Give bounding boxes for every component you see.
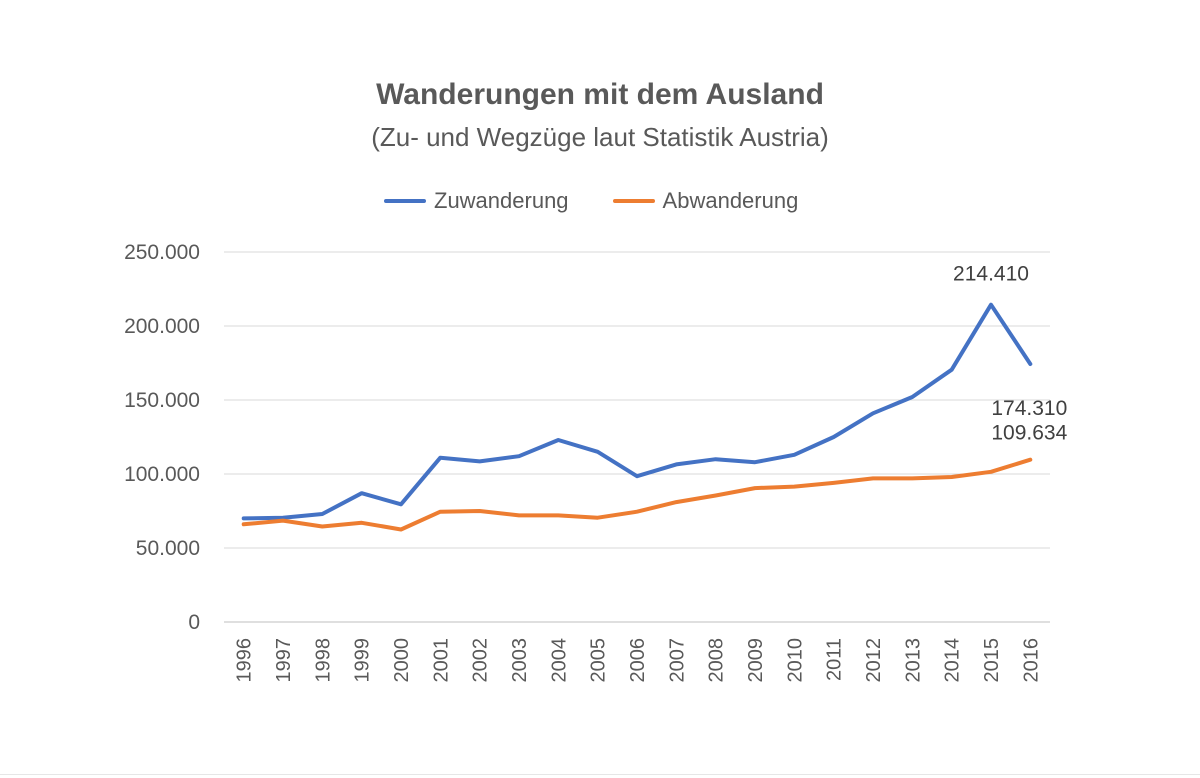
data-point-abwanderung <box>950 475 954 479</box>
y-tick-label: 150.000 <box>124 389 200 412</box>
data-point-abwanderung <box>674 500 678 504</box>
x-tick-label: 1998 <box>312 638 334 683</box>
data-point-zuwanderung <box>674 462 678 466</box>
y-tick-label: 50.000 <box>136 537 200 560</box>
x-tick-label: 2010 <box>784 638 806 683</box>
data-point-abwanderung <box>753 486 757 490</box>
series-line-abwanderung <box>241 457 1033 532</box>
data-point-zuwanderung <box>320 512 324 516</box>
x-tick-label: 2011 <box>824 638 846 681</box>
legend-swatch-abwanderung <box>612 199 655 203</box>
data-point-zuwanderung <box>517 454 521 458</box>
data-point-abwanderung <box>714 493 718 497</box>
data-point-abwanderung <box>556 513 560 517</box>
data-point-zuwanderung <box>792 453 796 457</box>
data-label: 109.634 <box>991 422 1067 445</box>
x-tick-label: 2013 <box>902 638 924 683</box>
x-tick-label: 2009 <box>745 638 767 683</box>
x-tick-label: 2014 <box>942 638 964 683</box>
data-point-zuwanderung <box>989 303 993 307</box>
data-point-abwanderung <box>596 516 600 520</box>
series-line-zuwanderung <box>241 302 1033 521</box>
x-tick-label: 2005 <box>588 638 610 683</box>
data-point-zuwanderung <box>478 459 482 463</box>
data-point-zuwanderung <box>753 460 757 464</box>
x-tick-label: 1996 <box>234 638 256 683</box>
data-point-zuwanderung <box>714 457 718 461</box>
x-tick-label: 2001 <box>430 638 452 683</box>
data-point-abwanderung <box>871 476 875 480</box>
x-tick-label: 2007 <box>666 638 688 683</box>
x-tick-label: 1999 <box>352 638 374 683</box>
data-point-abwanderung <box>242 522 246 526</box>
data-point-abwanderung <box>910 476 914 480</box>
legend-label-abwanderung: Abwanderung <box>662 188 799 213</box>
data-point-abwanderung <box>320 525 324 529</box>
data-point-zuwanderung <box>399 502 403 506</box>
data-point-zuwanderung <box>832 435 836 439</box>
data-point-abwanderung <box>635 510 639 514</box>
data-point-zuwanderung <box>556 438 560 442</box>
data-point-abwanderung <box>281 519 285 523</box>
data-point-zuwanderung <box>635 474 639 478</box>
legend-item-abwanderung: Abwanderung <box>612 188 799 214</box>
x-tick-label: 2002 <box>470 638 492 683</box>
data-point-zuwanderung <box>950 368 954 372</box>
data-point-abwanderung <box>478 509 482 513</box>
data-point-abwanderung <box>360 521 364 525</box>
data-point-abwanderung <box>399 528 403 532</box>
data-point-abwanderung <box>517 513 521 517</box>
data-label: 174.310 <box>991 397 1067 420</box>
x-tick-label: 2006 <box>627 638 649 683</box>
x-tick-label: 2016 <box>1020 638 1042 683</box>
x-tick-label: 2000 <box>391 638 413 683</box>
data-point-abwanderung <box>989 470 993 474</box>
data-point-zuwanderung <box>910 395 914 399</box>
x-tick-label: 2003 <box>509 638 531 683</box>
x-tick-label: 2015 <box>981 638 1003 683</box>
data-label: 214.410 <box>953 263 1029 286</box>
data-point-zuwanderung <box>596 450 600 454</box>
legend-label-zuwanderung: Zuwanderung <box>434 188 569 213</box>
x-tick-label: 2012 <box>863 638 885 683</box>
data-point-zuwanderung <box>438 456 442 460</box>
y-tick-label: 100.000 <box>124 463 200 486</box>
data-point-zuwanderung <box>1028 362 1032 366</box>
y-tick-label: 250.000 <box>124 241 200 264</box>
data-point-abwanderung <box>1028 458 1032 462</box>
x-tick-label: 2004 <box>548 638 570 683</box>
bottom-divider <box>0 774 1200 775</box>
chart-subtitle: (Zu- und Wegzüge laut Statistik Austria) <box>371 122 829 152</box>
chart-title: Wanderungen mit dem Ausland <box>376 78 824 111</box>
data-point-zuwanderung <box>360 491 364 495</box>
data-point-abwanderung <box>438 510 442 514</box>
legend: Zuwanderung Abwanderung <box>384 186 798 216</box>
x-tick-label: 1997 <box>273 638 295 683</box>
y-tick-label: 200.000 <box>124 315 200 338</box>
data-point-abwanderung <box>792 485 796 489</box>
data-point-zuwanderung <box>242 516 246 520</box>
legend-swatch-zuwanderung <box>384 199 426 203</box>
data-point-zuwanderung <box>871 411 875 415</box>
legend-item-zuwanderung: Zuwanderung <box>384 188 569 214</box>
y-tick-label: 0 <box>188 611 200 634</box>
data-point-abwanderung <box>832 481 836 485</box>
x-tick-label: 2008 <box>706 638 728 683</box>
